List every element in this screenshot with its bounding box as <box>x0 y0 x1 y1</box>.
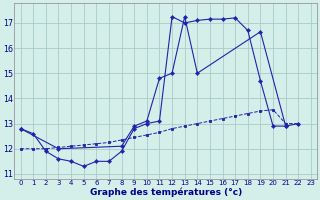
X-axis label: Graphe des températures (°c): Graphe des températures (°c) <box>90 188 242 197</box>
